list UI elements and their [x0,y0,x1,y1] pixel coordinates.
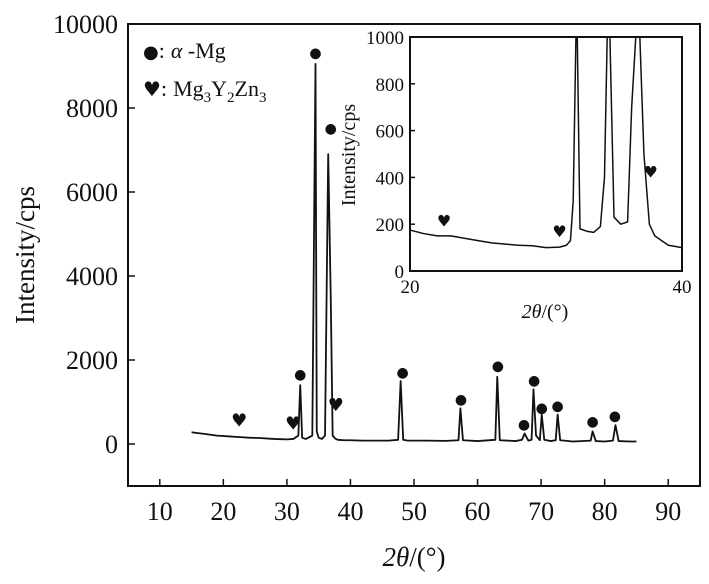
inset-markers-group: ♥ ♥ ♥ [437,162,658,241]
main-series-line [191,63,637,443]
main-x-tick-label: 40 [337,497,363,526]
inset-series-group [409,36,683,249]
legend-mg3y2zn3-sep: : [161,76,167,101]
inset-series-line [409,36,683,249]
main-phase-marker-dot: ● [552,398,564,414]
formula-sub-3b: 3 [259,90,267,106]
main-phase-marker-dot: ● [455,392,467,408]
legend: ●: α -Mg ♥: Mg3Y2Zn3 [143,38,266,106]
main-x-tick-label: 20 [210,497,236,526]
inset-x-tick-label: 40 [673,277,692,298]
main-phase-marker-dot: ● [536,401,548,417]
main-y-tick-label: 8000 [66,94,118,123]
x-axis-title-unit: /(°) [409,542,445,572]
formula-sub-2: 2 [227,90,235,106]
y-axis-title: Intensity/cps [10,186,40,324]
legend-alpha-mg-glyph: ● [143,42,159,63]
inset-phase-marker-heart: ♥ [644,162,658,181]
formula-mg: Mg [173,76,204,101]
inset-y-tick-label: 0 [395,262,405,283]
inset-x-axis-title-unit: /(°) [541,301,568,323]
legend-mg3y2zn3-glyph: ♥ [143,77,161,101]
main-phase-marker-dot: ● [492,359,504,375]
inset-y-tick-label: 200 [376,215,405,236]
main-series-group [191,63,637,443]
main-phase-marker-dot: ● [528,373,540,389]
inset-y-tick-label: 800 [376,75,405,96]
main-x-tick-label: 60 [465,497,491,526]
main-x-tick-label: 50 [401,497,427,526]
inset-y-tick-label: 600 [376,122,405,143]
inset-y-tick-label: 1000 [366,28,404,49]
main-phase-marker-dot: ● [586,414,598,430]
inset-phase-marker-heart: ♥ [552,222,566,241]
formula-y: Y [211,76,227,101]
inset-x-tick-label: 20 [401,277,420,298]
main-phase-marker-dot: ● [518,417,530,433]
main-x-tick-label: 80 [592,497,618,526]
main-x-tick-label: 90 [655,497,681,526]
inset-phase-marker-heart: ♥ [437,212,451,231]
main-phase-marker-dot: ● [609,408,621,424]
main-phase-marker-dot: ● [294,367,306,383]
main-phase-marker-heart: ♥ [328,395,344,416]
main-phase-marker-heart: ♥ [285,414,301,435]
main-phase-marker-heart: ♥ [231,410,247,431]
inset-plot-frame [409,36,683,272]
inset-x-axis-title-symbol: 2θ [522,301,542,323]
main-x-tick-label: 70 [528,497,554,526]
legend-alpha-mg: ●: α -Mg [143,38,226,63]
x-axis-title-symbol: 2θ [382,542,409,572]
main-y-tick-label: 4000 [66,262,118,291]
x-axis-title: 2θ/(°) [382,542,445,572]
main-x-tick-label: 30 [274,497,300,526]
legend-alpha-mg-text: -Mg [182,38,225,63]
main-y-tick-label: 6000 [66,178,118,207]
main-phase-marker-dot: ● [325,121,337,137]
main-x-tick-label: 10 [147,497,173,526]
inset-y-tick-label: 400 [376,168,405,189]
inset-y-axis-title: Intensity/cps [338,104,360,206]
inset-x-axis-title: 2θ/(°) [522,301,569,323]
main-y-tick-label: 2000 [66,346,118,375]
main-phase-marker-dot: ● [309,46,321,62]
legend-alpha-mg-symbol: α [171,38,183,63]
main-phase-marker-dot: ● [396,365,408,381]
formula-sub-3a: 3 [204,90,212,106]
main-markers-group: ●●●●●●●●● ●● ●♥ ♥♥ [231,46,621,435]
main-y-tick-label: 0 [105,430,118,459]
formula-zn: Zn [235,76,259,101]
main-y-tick-label: 10000 [53,10,118,39]
legend-mg3y2zn3: ♥: Mg3Y2Zn3 [143,76,266,106]
legend-alpha-mg-sep: : [159,38,165,63]
